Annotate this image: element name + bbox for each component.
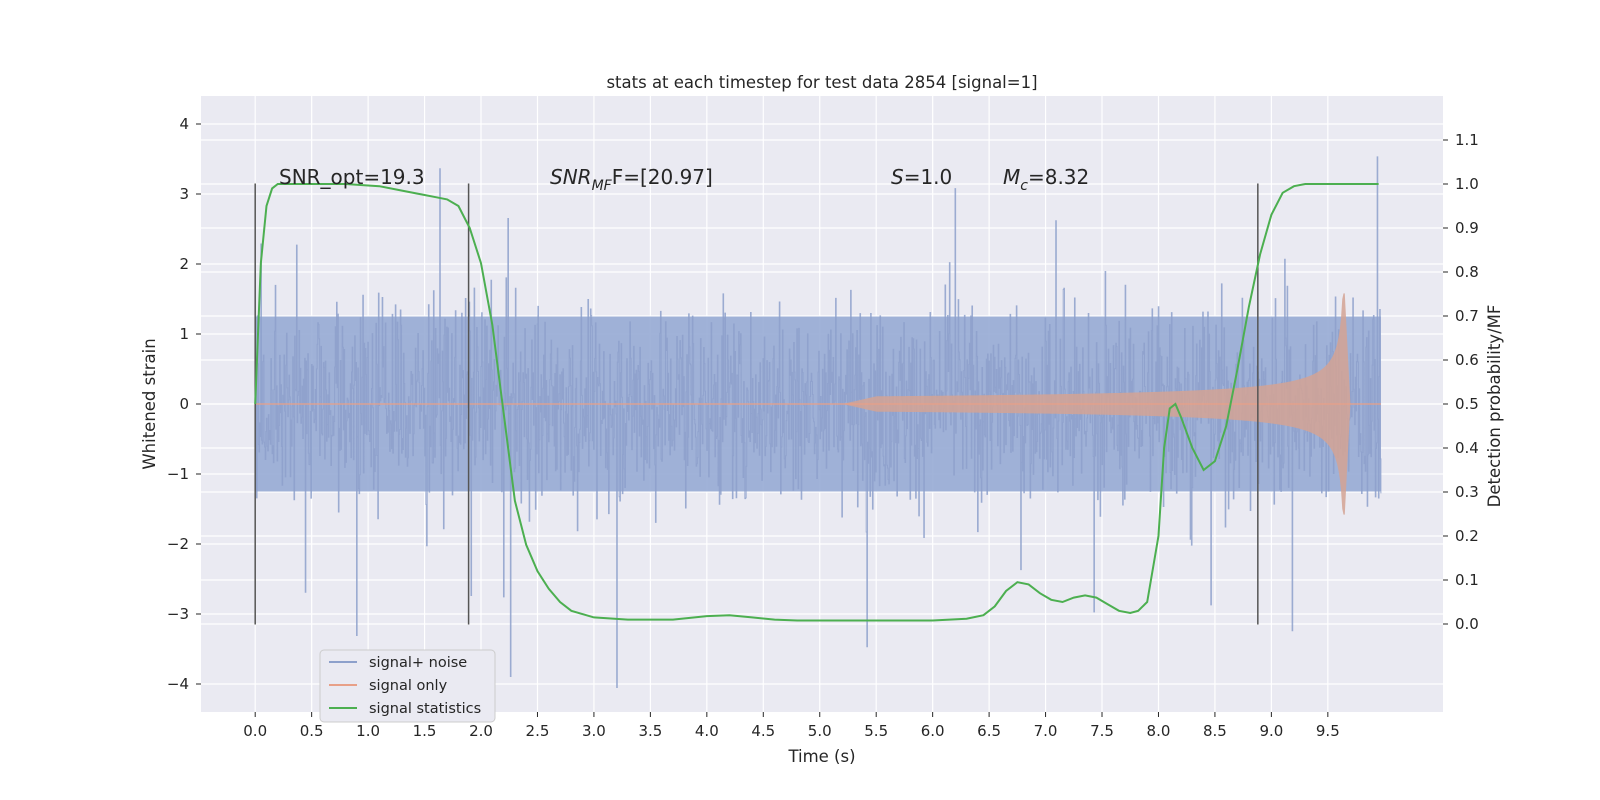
x-tick-label: 7.5	[1090, 722, 1114, 740]
annotation-mc-value: =8.32	[1028, 165, 1089, 189]
chart-title: stats at each timestep for test data 285…	[606, 73, 1037, 92]
x-tick-label: 0.0	[243, 722, 267, 740]
x-tick-label: 4.0	[695, 722, 719, 740]
y-right-tick-label: 0.2	[1455, 527, 1479, 545]
annotation-mc: Mc=8.32	[1003, 165, 1089, 194]
x-tick-label: 7.0	[1034, 722, 1058, 740]
x-axis-label: Time (s)	[787, 747, 855, 766]
y-right-tick-label: 0.3	[1455, 483, 1479, 501]
x-axis-ticks: 0.0 0.5 1.0 1.5 2.0 2.5 3.0 3.5 4.0 4.5 5.0 5.5 6.0 6…	[243, 712, 1340, 740]
x-tick-label: 6.0	[921, 722, 945, 740]
annotation-snr-mf-prefix: SNR	[550, 165, 592, 189]
y-right-tick-label: 0.1	[1455, 571, 1479, 589]
x-tick-label: 3.0	[582, 722, 606, 740]
annotation-s: S=1.0	[891, 165, 952, 189]
y-right-axis-ticks: 0.0 0.1 0.2 0.3 0.4 0.5 0.6 0.7 0.8 0.9 1.0 1.1	[1443, 131, 1479, 633]
y-left-axis-ticks: −4 −3 −2 −1 0 1 2 3 4	[167, 115, 201, 693]
annotation-mc-prefix: M	[1003, 165, 1020, 189]
y-right-tick-label: 0.9	[1455, 219, 1479, 237]
y-right-tick-label: 0.0	[1455, 615, 1479, 633]
x-tick-label: 2.0	[469, 722, 493, 740]
y-left-tick-label: 3	[179, 185, 189, 203]
legend-box	[319, 649, 496, 723]
legend-label-statistics: signal statistics	[369, 701, 481, 717]
y-left-tick-label: −4	[167, 675, 189, 693]
y-right-tick-label: 0.7	[1455, 307, 1479, 325]
y-right-tick-label: 0.8	[1455, 263, 1479, 281]
y-left-tick-label: −2	[167, 535, 189, 553]
annotation-snr-mf-suffix: F=[20.97]	[612, 165, 713, 189]
x-tick-label: 5.5	[864, 722, 888, 740]
y-right-tick-label: 0.4	[1455, 439, 1479, 457]
vertical-markers	[254, 183, 1259, 625]
x-tick-label: 9.0	[1259, 722, 1283, 740]
annotation-s-value: =1.0	[904, 165, 953, 189]
x-tick-label: 6.5	[977, 722, 1001, 740]
x-tick-label: 1.5	[413, 722, 437, 740]
annotation-s-label: S	[891, 165, 904, 189]
y-left-tick-label: −3	[167, 605, 189, 623]
x-tick-label: 9.5	[1316, 722, 1340, 740]
x-tick-label: 0.5	[300, 722, 324, 740]
annotation-snr-mf-sub: MF	[592, 178, 613, 194]
x-tick-label: 3.5	[638, 722, 662, 740]
x-tick-label: 8.5	[1203, 722, 1227, 740]
series-signal-only	[255, 293, 1381, 515]
annotation-mc-sub: c	[1020, 178, 1028, 194]
legend-label-noise: signal+ noise	[369, 655, 467, 671]
annotation-snr-opt: SNR_opt=19.3	[279, 165, 425, 189]
series-signal-statistics	[254, 183, 1379, 622]
legend: signal+ noise signal only signal statist…	[319, 649, 496, 723]
y-right-tick-label: 1.0	[1455, 175, 1479, 193]
y-right-axis-label: Detection probability/MF	[1485, 305, 1504, 508]
y-left-tick-label: 0	[179, 395, 189, 413]
y-left-tick-label: 2	[179, 255, 189, 273]
y-right-tick-label: 0.6	[1455, 351, 1479, 369]
y-right-tick-label: 0.5	[1455, 395, 1479, 413]
legend-label-signal: signal only	[369, 678, 448, 694]
x-tick-label: 8.0	[1147, 722, 1171, 740]
x-tick-label: 5.0	[808, 722, 832, 740]
y-left-tick-label: −1	[167, 465, 189, 483]
y-right-tick-label: 1.1	[1455, 131, 1479, 149]
y-left-axis-label: Whitened strain	[140, 338, 159, 469]
x-tick-label: 2.5	[526, 722, 550, 740]
annotation-snr-mf: SNRMFF=[20.97]	[550, 165, 713, 194]
x-tick-label: 4.5	[751, 722, 775, 740]
y-left-tick-label: 1	[179, 325, 189, 343]
y-left-tick-label: 4	[179, 115, 189, 133]
x-tick-label: 1.0	[356, 722, 380, 740]
